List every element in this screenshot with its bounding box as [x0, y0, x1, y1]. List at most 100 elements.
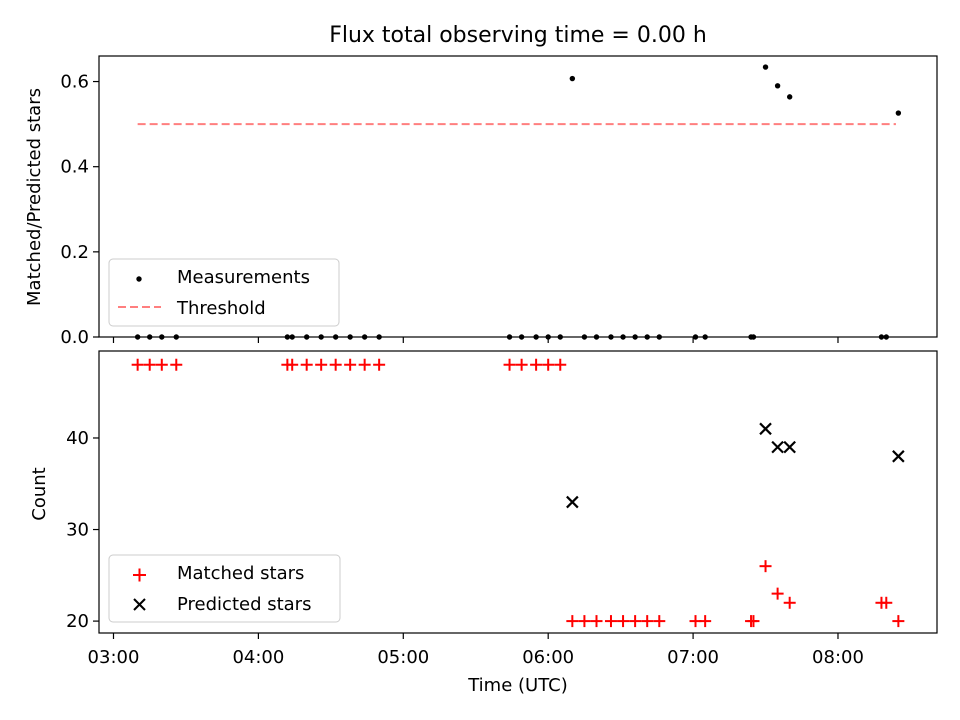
legend-matched-marker: [133, 568, 146, 582]
matched-star-point: [604, 615, 617, 628]
measurement-point: [159, 334, 165, 340]
x-tick-label: 08:00: [812, 647, 864, 668]
matched-star-point: [617, 615, 630, 628]
measurement-point: [644, 334, 650, 340]
measurement-point: [545, 334, 551, 340]
matched-star-point: [300, 358, 313, 371]
chart-title: Flux total observing time = 0.00 h: [329, 23, 707, 48]
measurement-point: [608, 334, 614, 340]
measurement-point: [656, 334, 662, 340]
measurement-point: [593, 334, 600, 340]
measurement-point: [134, 334, 141, 340]
measurement-point: [332, 334, 339, 340]
measurement-point: [518, 334, 525, 340]
top-legend: Measurements Threshold: [108, 258, 340, 327]
matched-star-point: [747, 615, 760, 628]
matched-star-point: [699, 615, 712, 628]
legend-measurements-label: Measurements: [177, 267, 310, 288]
top-panel-frame: [98, 55, 938, 338]
predicted-star-point: [892, 450, 905, 463]
x-axis-label: Time (UTC): [467, 675, 568, 696]
matched-star-point: [759, 560, 772, 573]
legend-predicted-label: Predicted stars: [177, 594, 311, 615]
matched-star-point: [143, 358, 156, 371]
matched-star-point: [590, 615, 603, 628]
matched-star-point: [344, 358, 357, 371]
measurement-point: [774, 83, 781, 89]
matched-star-point: [629, 615, 642, 628]
x-tick-label: 03:00: [88, 647, 140, 668]
matched-star-point: [358, 358, 371, 371]
top-y-axis-label: Matched/Predicted stars: [24, 88, 45, 306]
matched-star-point: [653, 615, 666, 628]
matched-star-point: [771, 587, 784, 600]
matched-star-point: [880, 596, 893, 609]
matched-star-point: [892, 615, 905, 628]
matched-star-point: [373, 358, 386, 371]
legend-matched-label: Matched stars: [177, 563, 304, 584]
bottom-panel: 20 30 40 03:00 04:00 05:00 06:00 07:00 08:00 Co…: [29, 350, 938, 696]
matched-star-point: [530, 358, 543, 371]
measurement-point: [557, 334, 563, 340]
top-legend-box: [108, 258, 340, 327]
measurement-point: [620, 334, 626, 340]
bottom-y-tick-label: 40: [66, 428, 89, 449]
measurement-point: [786, 94, 793, 100]
top-y-tick-label: 0.2: [60, 242, 89, 263]
matched-star-point: [315, 358, 328, 371]
predicted-star-point: [566, 495, 579, 509]
measurement-point: [632, 334, 638, 340]
measurement-point: [173, 334, 179, 340]
bottom-y-tick-label: 30: [66, 520, 89, 541]
x-tick-label: 05:00: [377, 647, 429, 668]
matched-star-point: [554, 358, 567, 371]
legend-measurements-marker: [136, 276, 142, 282]
matched-star-point: [578, 615, 591, 628]
matched-star-point: [329, 358, 342, 371]
measurement-point: [581, 334, 588, 340]
matched-star-point: [286, 358, 299, 371]
measurement-point: [289, 334, 295, 340]
legend-predicted-marker: [133, 598, 146, 611]
measurement-point: [318, 334, 324, 340]
bottom-panel-frame: [98, 350, 938, 634]
top-y-tick-label: 0.4: [60, 157, 89, 178]
measurement-point: [692, 334, 699, 340]
matched-star-point: [131, 358, 144, 371]
bottom-y-axis-label: Count: [29, 467, 50, 520]
x-tick-label: 04:00: [232, 647, 284, 668]
measurement-point: [347, 334, 353, 340]
measurement-point: [376, 334, 382, 340]
measurement-point: [878, 334, 885, 340]
measurement-point: [883, 334, 889, 340]
matched-star-point: [542, 358, 555, 371]
matched-star-point: [170, 358, 183, 371]
measurement-point: [361, 334, 368, 340]
predicted-star-point: [771, 440, 784, 454]
x-tick-label: 07:00: [667, 647, 719, 668]
measurement-point: [569, 75, 576, 82]
measurement-point: [506, 334, 513, 340]
measurement-point: [533, 334, 539, 340]
bottom-legend-box: [108, 554, 341, 623]
measurement-point: [284, 334, 291, 340]
measurement-point: [702, 334, 708, 340]
predicted-star-point: [759, 422, 772, 436]
legend-threshold-label: Threshold: [176, 298, 266, 319]
top-y-tick-label: 0.0: [60, 327, 89, 348]
bottom-y-tick-label: 20: [66, 611, 89, 632]
matched-star-point: [641, 615, 654, 628]
predicted-star-point: [783, 440, 796, 454]
matched-star-point: [515, 358, 528, 371]
bottom-legend: Matched stars Predicted stars: [108, 554, 341, 623]
measurement-point: [750, 334, 757, 340]
top-panel: 0.0 0.2 0.4 0.6 Matched/Predicted stars Mea…: [24, 55, 938, 348]
matched-star-point: [503, 358, 516, 371]
matched-star-point: [783, 596, 796, 609]
matched-star-point: [155, 358, 168, 371]
x-tick-label: 06:00: [522, 647, 574, 668]
top-y-tick-label: 0.6: [60, 72, 89, 93]
measurement-point: [762, 64, 769, 70]
matched-star-point: [566, 615, 579, 628]
